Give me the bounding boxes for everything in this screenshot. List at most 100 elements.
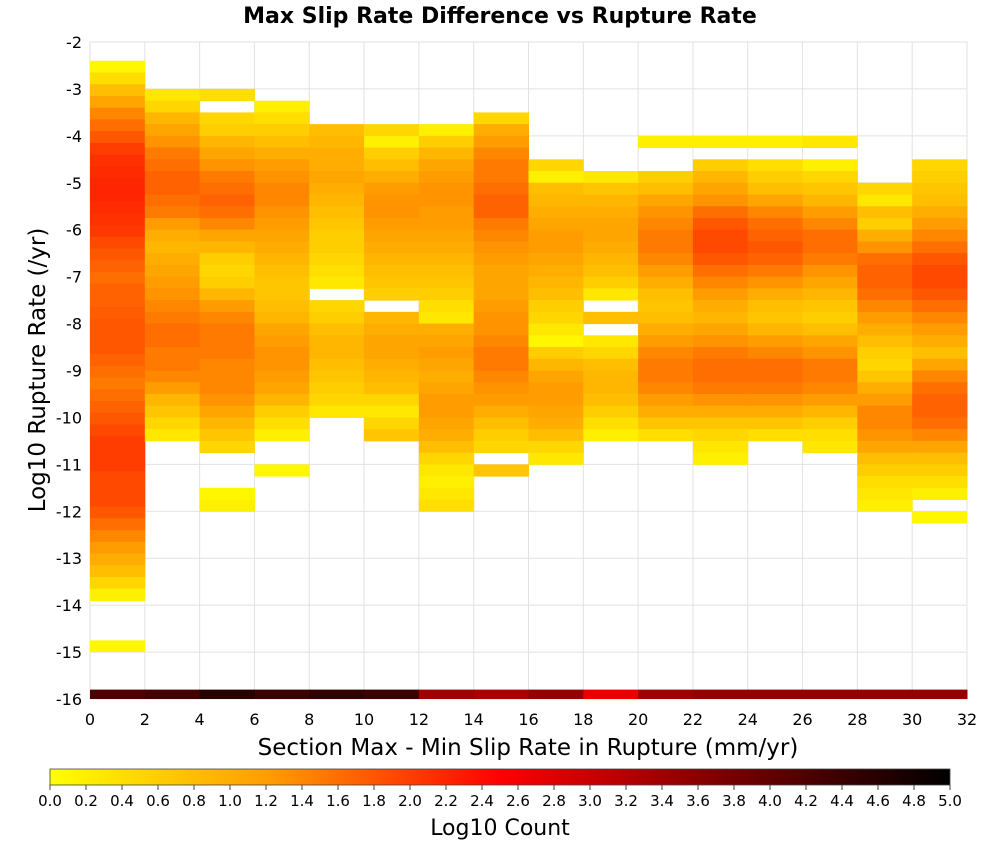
x-tick-label: 24 xyxy=(738,710,758,729)
heatmap-cell xyxy=(638,393,694,407)
heatmap-cell xyxy=(144,217,201,231)
heatmap-cell xyxy=(583,311,639,325)
heatmap-cell xyxy=(692,429,749,442)
heatmap-cell xyxy=(90,330,146,343)
heatmap-cell xyxy=(199,124,255,137)
heatmap-cell xyxy=(90,318,146,332)
heatmap-cell xyxy=(692,194,749,207)
heatmap-cell xyxy=(144,88,201,102)
heatmap-cell xyxy=(528,382,584,395)
heatmap-cell xyxy=(912,417,968,430)
heatmap-cell xyxy=(90,401,146,414)
heatmap-cell xyxy=(747,276,804,289)
heatmap-cell xyxy=(912,276,968,289)
heatmap-cell xyxy=(473,347,529,360)
heatmap-cell xyxy=(802,370,858,383)
heatmap-cell xyxy=(364,311,420,325)
heatmap-cell xyxy=(802,689,858,699)
heatmap-cell xyxy=(144,194,201,207)
heatmap-cell xyxy=(364,288,420,301)
heatmap-cell xyxy=(364,171,420,184)
heatmap-cell xyxy=(418,476,475,489)
heatmap-cell xyxy=(418,159,475,172)
heatmap-cell xyxy=(638,253,694,266)
heatmap-cell xyxy=(199,370,255,383)
heatmap-cell xyxy=(90,95,146,109)
heatmap-cell xyxy=(144,323,201,336)
heatmap-cell xyxy=(309,689,365,699)
colorbar-tick-label: 4.0 xyxy=(758,792,782,810)
heatmap-cell xyxy=(418,171,475,184)
heatmap-cell xyxy=(144,124,201,137)
heatmap-cell xyxy=(199,393,255,407)
heatmap-cell xyxy=(90,377,146,390)
heatmap-cell xyxy=(144,147,201,160)
heatmap-cell xyxy=(638,417,694,430)
heatmap-cell xyxy=(309,135,365,149)
heatmap-cell xyxy=(144,370,201,383)
heatmap-cell xyxy=(473,405,529,418)
colorbar-tick-label: 0.6 xyxy=(146,792,170,810)
colorbar-tick-label: 2.6 xyxy=(506,792,530,810)
heatmap-cell xyxy=(199,417,255,430)
heatmap-cell xyxy=(583,393,639,407)
heatmap-cell xyxy=(638,135,694,149)
heatmap-cell xyxy=(90,588,146,601)
heatmap-cell xyxy=(309,159,365,172)
heatmap-cell xyxy=(857,206,913,219)
heatmap-cell xyxy=(912,476,968,489)
heatmap-cell xyxy=(747,288,804,301)
heatmap-cell xyxy=(747,689,804,699)
heatmap-cell xyxy=(528,393,584,407)
heatmap-cell xyxy=(254,323,310,336)
x-tick-label: 6 xyxy=(249,710,259,729)
x-tick-label: 14 xyxy=(464,710,484,729)
heatmap-cell xyxy=(90,201,146,214)
heatmap-cell xyxy=(912,429,968,442)
y-tick-label: -15 xyxy=(56,643,82,662)
heatmap-cell xyxy=(309,147,365,160)
heatmap-cell xyxy=(90,107,146,120)
heatmap-cell xyxy=(90,506,146,519)
heatmap-cell xyxy=(857,229,913,242)
colorbar-tick-label: 3.2 xyxy=(614,792,638,810)
heatmap-cell xyxy=(473,171,529,184)
heatmap-cell xyxy=(912,382,968,395)
heatmap-cell xyxy=(199,382,255,395)
colorbar-tick-label: 0.0 xyxy=(38,792,62,810)
heatmap-cell xyxy=(747,358,804,371)
heatmap-cell xyxy=(309,241,365,254)
heatmap-cell xyxy=(418,147,475,160)
heatmap-cell xyxy=(90,389,146,402)
heatmap-cell xyxy=(747,194,804,207)
heatmap-cell xyxy=(144,100,201,113)
heatmap-cell xyxy=(199,440,255,454)
heatmap-cell xyxy=(364,253,420,266)
heatmap-cell xyxy=(254,264,310,278)
heatmap-cell xyxy=(144,171,201,184)
heatmap-cell xyxy=(528,194,584,207)
heatmap-cell xyxy=(90,307,146,320)
heatmap-cell xyxy=(144,405,201,418)
heatmap-cell xyxy=(912,194,968,207)
heatmap-cell xyxy=(90,178,146,191)
heatmap-cell xyxy=(418,417,475,430)
heatmap-cell xyxy=(309,253,365,266)
heatmap-cell xyxy=(638,229,694,242)
heatmap-cell xyxy=(857,241,913,254)
heatmap-cell xyxy=(199,217,255,231)
heatmap-cell xyxy=(912,464,968,477)
heatmap-cell xyxy=(528,276,584,289)
heatmap-cell xyxy=(638,405,694,418)
heatmap-cell xyxy=(692,452,749,465)
y-tick-label: -4 xyxy=(66,127,82,146)
y-tick-label: -14 xyxy=(56,596,82,615)
y-tick-label: -16 xyxy=(56,690,82,709)
heatmap-cell xyxy=(364,194,420,207)
colorbar-tick-label: 1.8 xyxy=(362,792,386,810)
heatmap-cell xyxy=(90,166,146,179)
heatmap-cell xyxy=(638,241,694,254)
y-tick-label: -3 xyxy=(66,80,82,99)
x-tick-label: 2 xyxy=(140,710,150,729)
heatmap-cell xyxy=(912,452,968,465)
